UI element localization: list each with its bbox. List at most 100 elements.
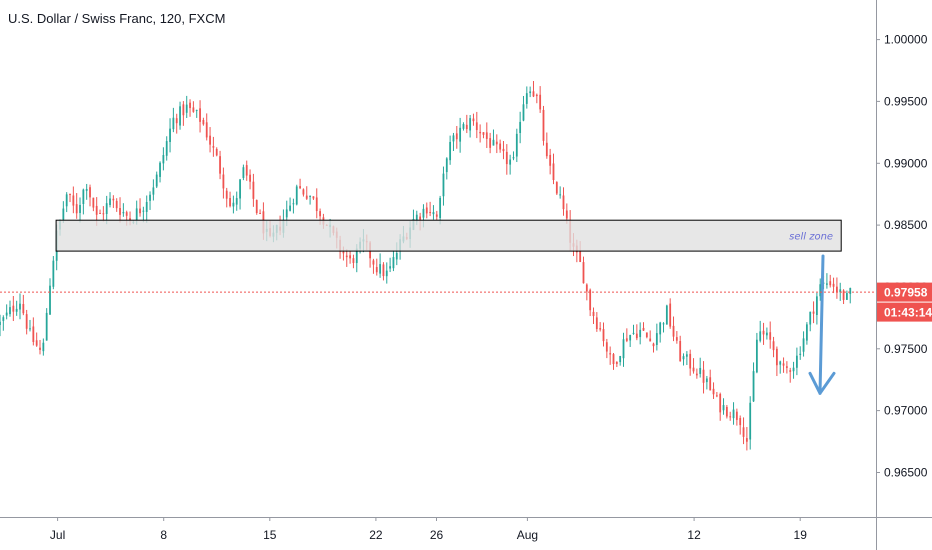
- candle-body: [225, 190, 228, 199]
- candle-body: [42, 342, 45, 352]
- candle-body: [499, 143, 502, 150]
- candle-body: [655, 333, 658, 345]
- candle-body: [252, 181, 255, 199]
- candle-body: [602, 329, 605, 342]
- title-group: U.S. Dollar / Swiss Franc, 120, FXCM: [8, 11, 225, 26]
- candle-body: [749, 402, 752, 440]
- candle-body: [422, 208, 425, 218]
- candle-body: [72, 195, 75, 206]
- y-tick-label: 0.97000: [884, 404, 928, 418]
- candle-body: [145, 201, 148, 212]
- x-tick-label: Jul: [50, 528, 65, 542]
- candle-body: [199, 108, 201, 122]
- candle-body: [45, 312, 48, 341]
- candle-body: [532, 91, 535, 97]
- candle-body: [75, 204, 78, 214]
- candle-body: [599, 328, 602, 330]
- candle-body: [482, 132, 485, 135]
- candle-body: [826, 283, 828, 285]
- candle-body: [472, 118, 475, 122]
- candle-body: [692, 367, 695, 372]
- candle-body: [709, 377, 712, 391]
- candle-body: [415, 214, 418, 222]
- candle-body: [539, 94, 542, 110]
- sell-zone-box[interactable]: [55, 219, 842, 252]
- candle-body: [775, 348, 778, 366]
- candle-body: [125, 212, 128, 216]
- candle-body: [375, 267, 378, 273]
- candle-body: [712, 388, 715, 395]
- x-tick-label: 26: [430, 528, 444, 542]
- candle-body: [562, 195, 565, 210]
- candle-body: [785, 366, 788, 368]
- candle-body: [175, 118, 178, 124]
- candle-body: [102, 213, 105, 215]
- candle-body: [455, 133, 458, 140]
- candle-body: [795, 355, 798, 368]
- x-tick-label: 22: [369, 528, 383, 542]
- countdown-value: 01:43:14: [884, 306, 932, 320]
- candle-body: [445, 158, 448, 173]
- candle-body: [529, 91, 532, 94]
- candle-body: [119, 208, 121, 215]
- candle-body: [109, 198, 111, 205]
- candle-body: [685, 354, 688, 357]
- candles-group: [0, 81, 852, 451]
- y-tick-label: 0.99500: [884, 94, 928, 108]
- candle-body: [232, 202, 235, 207]
- down-arrow-head: [808, 371, 836, 395]
- candle-body: [782, 363, 785, 366]
- candle-body: [95, 205, 98, 215]
- candle-body: [379, 264, 382, 274]
- candle-body: [62, 208, 65, 220]
- candle-body: [355, 248, 358, 264]
- candle-body: [249, 174, 251, 182]
- candle-body: [799, 353, 802, 355]
- chart-title: U.S. Dollar / Swiss Franc, 120, FXCM: [8, 11, 225, 26]
- candle-body: [49, 285, 51, 315]
- y-tick-label: 0.96500: [884, 466, 928, 480]
- candle-body: [649, 338, 652, 342]
- candle-body: [439, 197, 442, 219]
- candle-body: [179, 106, 181, 126]
- candle-body: [635, 333, 638, 339]
- candle-body: [802, 338, 805, 352]
- candle-body: [819, 284, 822, 297]
- candle-body: [299, 186, 301, 189]
- candle-body: [592, 311, 595, 317]
- candle-body: [285, 209, 288, 218]
- candle-body: [702, 369, 705, 383]
- candle-body: [725, 406, 728, 417]
- candle-body: [429, 211, 432, 213]
- candle-body: [732, 409, 735, 419]
- candle-body: [679, 341, 682, 362]
- candle-body: [846, 293, 848, 300]
- candle-body: [809, 311, 812, 325]
- candle-body: [159, 162, 161, 177]
- candle-body: [85, 189, 88, 191]
- candle-body: [449, 141, 452, 161]
- candle-body: [319, 211, 321, 217]
- candle-body: [585, 284, 588, 292]
- candle-body: [229, 198, 231, 207]
- candle-body: [82, 189, 85, 205]
- candle-body: [659, 322, 662, 335]
- candle-body: [315, 197, 318, 212]
- candle-body: [142, 210, 145, 212]
- candle-body: [385, 270, 388, 277]
- candle-body: [559, 194, 562, 196]
- candle-body: [582, 262, 585, 284]
- candle-body: [32, 326, 35, 343]
- candle-body: [832, 283, 835, 287]
- candle-body: [509, 159, 512, 165]
- candle-body: [605, 342, 608, 352]
- candle-body: [435, 214, 438, 217]
- candle-body: [115, 200, 118, 209]
- candle-body: [112, 198, 115, 201]
- candle-body: [452, 135, 455, 142]
- candle-body: [462, 124, 465, 129]
- candle-body: [489, 138, 492, 148]
- candle-body: [815, 296, 818, 316]
